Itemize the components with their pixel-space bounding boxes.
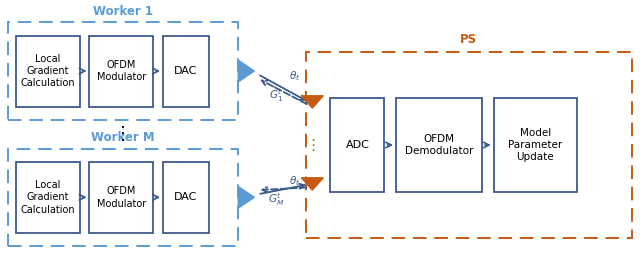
Text: OFDM
Modulator: OFDM Modulator [97, 60, 146, 82]
Text: DAC: DAC [174, 66, 198, 76]
FancyBboxPatch shape [163, 162, 209, 233]
Text: OFDM
Demodulator: OFDM Demodulator [405, 134, 474, 156]
FancyBboxPatch shape [163, 36, 209, 106]
Text: Local
Gradient
Calculation: Local Gradient Calculation [20, 180, 76, 215]
Text: Worker 1: Worker 1 [93, 4, 154, 18]
Text: DAC: DAC [174, 192, 198, 202]
Polygon shape [301, 178, 323, 190]
FancyBboxPatch shape [16, 36, 80, 106]
Text: $\theta_t$: $\theta_t$ [289, 174, 301, 188]
FancyBboxPatch shape [16, 162, 80, 233]
FancyBboxPatch shape [330, 98, 385, 192]
Text: Local
Gradient
Calculation: Local Gradient Calculation [20, 54, 76, 88]
Polygon shape [301, 96, 323, 108]
FancyBboxPatch shape [90, 36, 154, 106]
Text: ADC: ADC [346, 140, 369, 150]
Text: Model
Parameter
Update: Model Parameter Update [508, 128, 563, 162]
Text: $\theta_t$: $\theta_t$ [289, 70, 301, 83]
Text: OFDM
Modulator: OFDM Modulator [97, 186, 146, 208]
Text: PS: PS [460, 33, 477, 46]
Text: $\hat{G}_1^t$: $\hat{G}_1^t$ [269, 85, 283, 104]
FancyBboxPatch shape [493, 98, 577, 192]
Polygon shape [238, 187, 254, 208]
Text: Worker M: Worker M [92, 131, 155, 144]
FancyBboxPatch shape [90, 162, 154, 233]
Text: ⋮: ⋮ [115, 125, 132, 143]
Text: $\hat{G}_M^t$: $\hat{G}_M^t$ [268, 189, 284, 208]
FancyBboxPatch shape [396, 98, 482, 192]
Polygon shape [238, 60, 254, 82]
Text: ⋮: ⋮ [305, 138, 320, 153]
